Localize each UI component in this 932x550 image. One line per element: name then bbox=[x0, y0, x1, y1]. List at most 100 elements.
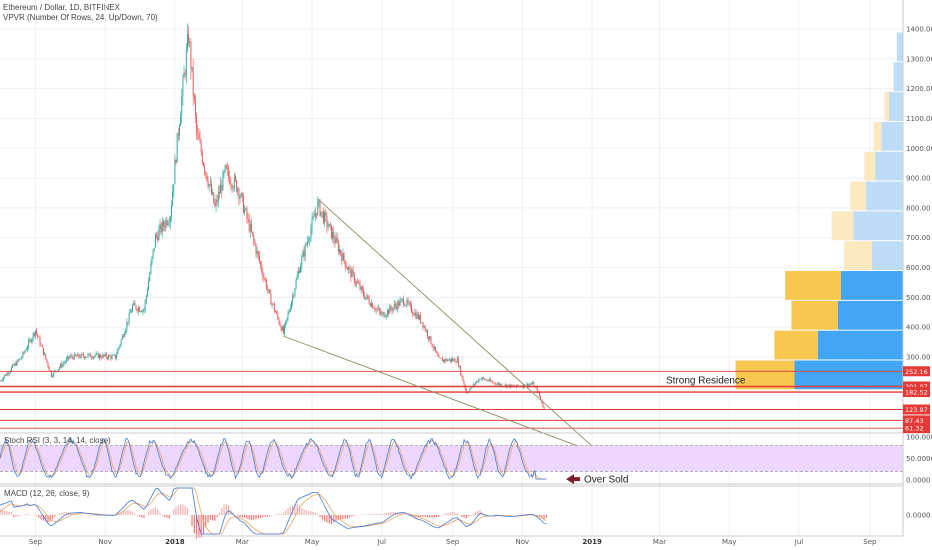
vp-down-bar bbox=[785, 271, 841, 300]
vp-up-bar bbox=[893, 62, 903, 92]
macd-histogram-bar bbox=[35, 515, 38, 516]
candle-body bbox=[303, 251, 305, 257]
candle-body bbox=[279, 323, 281, 326]
candle-body bbox=[10, 367, 12, 371]
candle-body bbox=[417, 313, 419, 320]
candle-body bbox=[239, 197, 241, 199]
macd-histogram-bar bbox=[429, 515, 431, 518]
x-tick-label: May bbox=[722, 538, 736, 546]
candle-body bbox=[245, 208, 247, 210]
candle-body bbox=[197, 132, 199, 134]
candle-body bbox=[401, 298, 403, 300]
candle-body bbox=[95, 353, 97, 356]
y-tick-label: 1400.00 bbox=[906, 26, 932, 34]
candle-body bbox=[134, 302, 136, 306]
candle-body bbox=[29, 339, 31, 341]
candle-body bbox=[18, 358, 20, 361]
macd-histogram-bar bbox=[49, 515, 51, 522]
candle-body bbox=[251, 224, 252, 232]
vp-down-bar bbox=[774, 330, 818, 360]
candle-body bbox=[165, 219, 167, 228]
macd-histogram-bar bbox=[442, 514, 445, 515]
candle-body bbox=[66, 356, 68, 359]
candle-body bbox=[65, 358, 67, 362]
candle-body bbox=[412, 312, 414, 314]
candle-body bbox=[169, 217, 171, 223]
candle-body bbox=[543, 406, 545, 410]
candle-body bbox=[196, 115, 198, 133]
candle-body bbox=[100, 354, 102, 358]
vp-down-bar bbox=[791, 300, 838, 330]
candle-body bbox=[535, 386, 537, 388]
candle-body bbox=[205, 171, 207, 174]
candle-body bbox=[128, 312, 130, 323]
candle-body bbox=[116, 354, 118, 359]
over-sold-label: Over Sold bbox=[584, 475, 628, 486]
candle-body bbox=[175, 159, 177, 163]
vp-up-bar bbox=[841, 271, 903, 300]
candle-body bbox=[13, 364, 15, 366]
macd-histogram-bar bbox=[413, 515, 415, 517]
candle-body bbox=[337, 242, 339, 252]
candle-body bbox=[272, 303, 274, 305]
candle-body bbox=[287, 312, 289, 318]
macd-histogram-bar bbox=[285, 510, 287, 515]
candle-body bbox=[416, 313, 418, 319]
macd-histogram-bar bbox=[15, 515, 17, 517]
macd-histogram-bar bbox=[17, 515, 19, 516]
macd-histogram-bar bbox=[420, 515, 422, 517]
macd-histogram-bar bbox=[269, 515, 271, 517]
candle-body bbox=[97, 353, 99, 359]
macd-histogram-bar bbox=[310, 511, 312, 515]
macd-histogram-bar bbox=[335, 515, 337, 521]
candle-body bbox=[103, 354, 105, 356]
candle-body bbox=[176, 133, 178, 163]
candle-body bbox=[441, 358, 443, 362]
macd-histogram-bar bbox=[465, 515, 467, 519]
candle-body bbox=[297, 270, 299, 276]
candle-body bbox=[413, 313, 415, 316]
candle-body bbox=[261, 264, 263, 272]
candle-body bbox=[110, 356, 112, 359]
macd-histogram-bar bbox=[246, 515, 248, 519]
macd-histogram-bar bbox=[545, 515, 547, 518]
macd-histogram-bar bbox=[328, 515, 330, 524]
candle-body bbox=[493, 382, 495, 384]
candle-body bbox=[117, 349, 119, 355]
candle-body bbox=[316, 213, 318, 215]
stoch-title: Stoch RSI (3, 3, 14, 14, close) bbox=[4, 436, 111, 445]
candle-body bbox=[487, 380, 489, 382]
candle-body bbox=[462, 375, 464, 382]
annotations: Strong Residence Over Sold bbox=[566, 375, 746, 486]
candle-body bbox=[6, 373, 8, 376]
candle-body bbox=[87, 354, 89, 357]
macd-histogram-bar bbox=[13, 515, 15, 518]
macd-histogram-bar bbox=[424, 515, 426, 518]
candle-body bbox=[69, 356, 71, 359]
candle-body bbox=[177, 133, 179, 136]
candle-body bbox=[195, 99, 196, 116]
candle-body bbox=[459, 366, 460, 367]
macd-histogram-bar bbox=[399, 512, 401, 515]
candle-body bbox=[207, 180, 209, 187]
macd-histogram-bar bbox=[417, 515, 419, 518]
candle-body bbox=[15, 363, 17, 366]
candle-body bbox=[369, 303, 371, 307]
candle-body bbox=[37, 333, 39, 337]
macd-histogram-bar bbox=[63, 512, 65, 515]
candle-body bbox=[483, 377, 484, 379]
macd-histogram-bar bbox=[54, 515, 56, 517]
candle-body bbox=[464, 385, 466, 390]
macd-histogram-bar bbox=[42, 515, 45, 521]
candle-body bbox=[443, 359, 444, 362]
x-tick-label: Sep bbox=[446, 538, 460, 546]
vp-down-bar bbox=[884, 92, 890, 121]
candle-body bbox=[345, 266, 347, 268]
candle-body bbox=[488, 379, 490, 382]
candle-body bbox=[299, 270, 300, 273]
macd-histogram-bar bbox=[333, 515, 335, 523]
candle-body bbox=[419, 315, 420, 320]
macd-histogram-bar bbox=[314, 512, 317, 515]
candle-body bbox=[409, 303, 411, 305]
